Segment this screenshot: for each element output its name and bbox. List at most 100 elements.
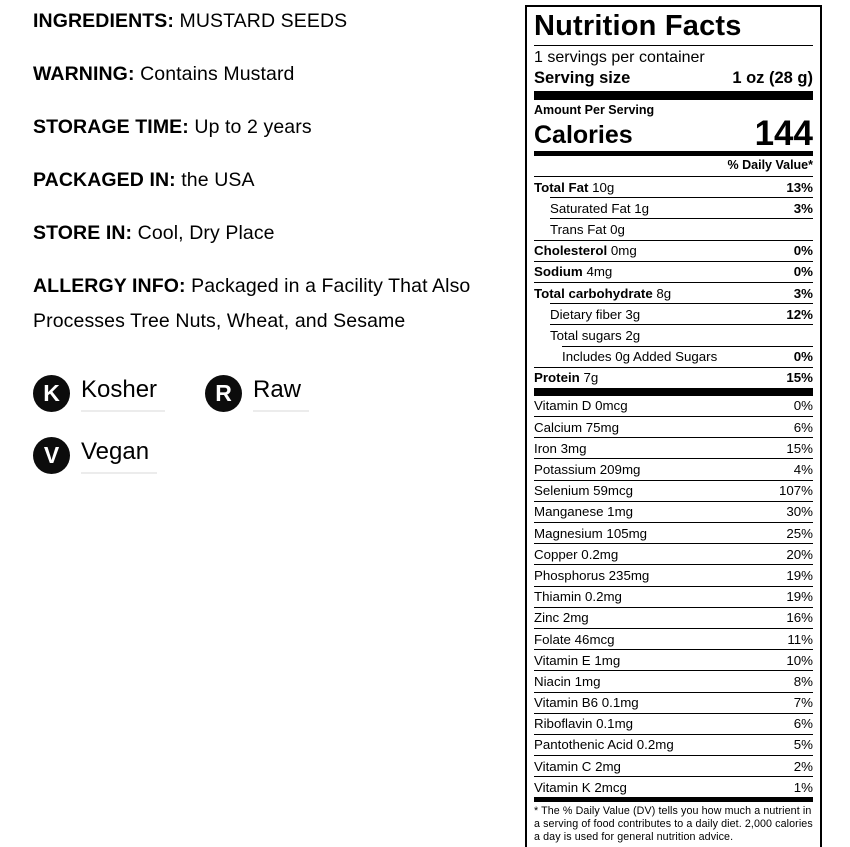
vitamin-percent: 10%	[786, 652, 813, 668]
nutrition-facts-title: Nutrition Facts	[534, 10, 813, 46]
serving-size-label: Serving size	[534, 69, 631, 87]
info-line-storage-time: STORAGE TIME: Up to 2 years	[33, 116, 312, 138]
nutrient-row: Protein 7g 15%	[534, 366, 813, 388]
info-line-store-in: STORE IN: Cool, Dry Place	[33, 222, 275, 244]
daily-value-header: % Daily Value*	[534, 156, 813, 177]
nutrient-percent: 15%	[786, 370, 813, 386]
info-label-store-in: STORE IN:	[33, 222, 133, 244]
vitamin-name: Riboflavin 0.1mg	[534, 716, 634, 732]
nutrient-row: Sodium 4mg 0%	[534, 260, 813, 282]
nutrition-vitamin-rows: Vitamin D 0mcg 0% Calcium 75mg 6% Iron 3mg 15…	[534, 396, 813, 798]
vitamin-name: Magnesium 105mg	[534, 525, 648, 541]
nutrient-percent: 0%	[793, 349, 813, 365]
info-line-ingredients: INGREDIENTS: MUSTARD SEEDS	[33, 10, 348, 32]
vitamin-row: Phosphorus 235mg 19%	[534, 564, 813, 585]
vitamin-row: Selenium 59mcg 107%	[534, 479, 813, 501]
nutrient-name: Protein 7g	[534, 370, 599, 386]
thick-divider	[534, 91, 813, 100]
nutrient-name: Total Fat 10g	[534, 179, 615, 195]
nutrient-row: Dietary fiber 3g 12%	[550, 303, 813, 324]
vitamin-row: Vitamin C 2mg 2%	[534, 755, 813, 776]
vegan-badge-icon: V	[33, 437, 70, 474]
vitamin-percent: 30%	[786, 504, 813, 520]
nutrient-name: Sodium 4mg	[534, 264, 613, 280]
certification-badges: K Kosher R Raw V Vegan	[33, 375, 497, 474]
vitamin-row: Calcium 75mg 6%	[534, 416, 813, 437]
nutrition-main-rows: Total Fat 10g 13% Saturated Fat 1g 3% Trans …	[534, 177, 813, 388]
vitamin-name: Vitamin B6 0.1mg	[534, 695, 639, 711]
calories-row: Calories 144	[534, 114, 813, 153]
nutrient-percent: 3%	[793, 285, 813, 301]
thick-divider	[534, 387, 813, 396]
nutrient-name: Includes 0g Added Sugars	[562, 349, 718, 365]
vitamin-name: Phosphorus 235mg	[534, 567, 650, 583]
vitamin-row: Iron 3mg 15%	[534, 437, 813, 458]
vitamin-name: Pantothenic Acid 0.2mg	[534, 737, 674, 753]
nutrient-name: Dietary fiber 3g	[550, 306, 641, 322]
vitamin-row: Pantothenic Acid 0.2mg 5%	[534, 733, 813, 755]
vitamin-name: Selenium 59mcg	[534, 483, 634, 499]
vitamin-row: Magnesium 105mg 25%	[534, 522, 813, 543]
info-label-packaged-in: PACKAGED IN:	[33, 169, 176, 191]
info-label-storage-time: STORAGE TIME:	[33, 116, 189, 138]
vitamin-row: Niacin 1mg 8%	[534, 670, 813, 691]
info-line-allergy-info: ALLERGY INFO: Packaged in a Facility Tha…	[33, 275, 471, 332]
raw-badge-icon: R	[205, 375, 242, 412]
vitamin-name: Vitamin C 2mg	[534, 758, 621, 774]
badge-kosher[interactable]: K Kosher	[33, 375, 205, 412]
kosher-badge-icon: K	[33, 375, 70, 412]
vitamin-percent: 1%	[793, 779, 813, 795]
raw-badge-label: Raw	[253, 376, 310, 412]
nutrient-row: Includes 0g Added Sugars 0%	[562, 345, 813, 367]
nutrition-facts-label: Nutrition Facts 1 servings per container…	[525, 5, 822, 847]
info-label-allergy-info: ALLERGY INFO:	[33, 275, 186, 297]
nutrient-name: Saturated Fat 1g	[550, 200, 650, 216]
vitamin-percent: 25%	[786, 525, 813, 541]
vitamin-percent: 7%	[793, 695, 813, 711]
vitamin-percent: 20%	[786, 546, 813, 562]
nutrient-name: Total carbohydrate 8g	[534, 285, 672, 301]
vitamin-name: Iron 3mg	[534, 440, 587, 456]
vitamin-name: Niacin 1mg	[534, 673, 601, 689]
vitamin-row: Potassium 209mg 4%	[534, 458, 813, 479]
vitamin-row: Zinc 2mg 16%	[534, 606, 813, 628]
info-line-packaged-in: PACKAGED IN: the USA	[33, 169, 255, 191]
info-label-ingredients: INGREDIENTS:	[33, 10, 174, 32]
serving-size-value: 1 oz (28 g)	[732, 69, 813, 87]
nutrient-row: Total carbohydrate 8g 3%	[534, 281, 813, 303]
nutrient-percent: 0%	[793, 243, 813, 259]
vitamin-name: Thiamin 0.2mg	[534, 589, 622, 605]
vitamin-name: Folate 46mcg	[534, 631, 615, 647]
nutrient-percent	[807, 222, 813, 237]
nutrient-percent: 3%	[793, 200, 813, 216]
nutrient-percent	[807, 328, 813, 343]
vitamin-row: Copper 0.2mg 20%	[534, 543, 813, 564]
badge-vegan[interactable]: V Vegan	[33, 437, 497, 474]
vitamin-percent: 15%	[786, 440, 813, 456]
badge-raw[interactable]: R Raw	[205, 375, 365, 412]
vitamin-name: Vitamin K 2mcg	[534, 779, 627, 795]
vitamin-row: Riboflavin 0.1mg 6%	[534, 712, 813, 734]
product-info-panel: INGREDIENTS: MUSTARD SEEDS WARNING: Conta…	[33, 4, 497, 474]
serving-size-row: Serving size 1 oz (28 g)	[534, 68, 813, 91]
vitamin-name: Manganese 1mg	[534, 504, 634, 520]
nutrient-row: Trans Fat 0g	[550, 218, 813, 239]
vitamin-name: Potassium 209mg	[534, 462, 641, 478]
nutrient-name: Total sugars 2g	[550, 327, 641, 343]
vitamin-percent: 6%	[793, 716, 813, 732]
vitamin-percent: 16%	[786, 610, 813, 626]
nutrient-percent: 0%	[793, 264, 813, 280]
vitamin-name: Calcium 75mg	[534, 419, 619, 435]
servings-per-container: 1 servings per container	[534, 49, 705, 66]
info-line-warning: WARNING: Contains Mustard	[33, 63, 295, 85]
vitamin-row: Vitamin B6 0.1mg 7%	[534, 691, 813, 713]
vitamin-percent: 19%	[786, 589, 813, 605]
calories-value: 144	[754, 114, 813, 153]
nutrient-row: Total Fat 10g 13%	[534, 177, 813, 197]
nutrient-percent: 12%	[786, 306, 813, 322]
daily-value-footnote: * The % Daily Value (DV) tells you how m…	[534, 805, 813, 844]
nutrient-row: Cholesterol 0mg 0%	[534, 239, 813, 261]
vitamin-row: Vitamin E 1mg 10%	[534, 649, 813, 670]
vitamin-percent: 107%	[778, 483, 813, 499]
